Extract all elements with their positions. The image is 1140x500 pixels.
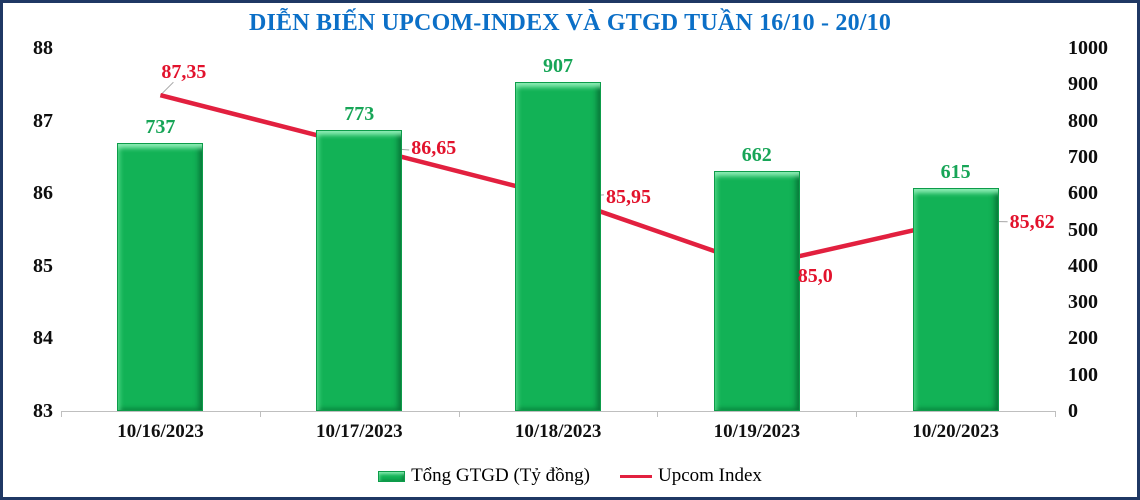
legend-item-upcom: Upcom Index xyxy=(619,465,762,487)
x-axis-tick xyxy=(259,411,261,417)
line-point-value-label: 87,35 xyxy=(161,61,207,84)
x-category-label: 10/17/2023 xyxy=(316,421,403,442)
leader-line xyxy=(160,81,174,96)
bar xyxy=(912,187,999,411)
line-point-value-label: 85,62 xyxy=(1009,210,1055,233)
x-axis-tick xyxy=(856,411,858,417)
line-point-value-label: 85,95 xyxy=(606,185,651,208)
right-axis-tick-label: 700 xyxy=(1068,145,1098,168)
chart-title: DIỄN BIẾN UPCOM-INDEX VÀ GTGD TUẦN 16/10… xyxy=(248,10,892,36)
x-category-label: 10/18/2023 xyxy=(514,421,602,442)
left-axis-tick-label: 87 xyxy=(33,109,53,132)
right-axis-tick-label: 500 xyxy=(1068,218,1098,241)
legend-bar-label: Tổng GTGD (Tỷ đồng) xyxy=(411,465,590,486)
bar xyxy=(316,130,403,411)
left-axis-tick-label: 86 xyxy=(33,182,53,205)
right-axis-tick-label: 600 xyxy=(1068,182,1098,205)
bar xyxy=(515,81,601,411)
bar-value-label: 662 xyxy=(741,143,772,166)
legend-line-swatch-icon xyxy=(619,474,652,478)
right-axis-tick-label: 0 xyxy=(1068,400,1078,422)
x-axis-tick xyxy=(61,411,62,417)
x-category-label: 10/20/2023 xyxy=(912,421,999,442)
bar xyxy=(117,143,204,411)
right-axis-tick-label: 100 xyxy=(1068,363,1098,386)
right-axis-tick-label: 300 xyxy=(1068,291,1098,314)
left-axis-tick-label: 85 xyxy=(33,254,53,277)
plot-area: 737 773 907 662 615 87,35 86,65 85,95 85,0 85,62 xyxy=(61,48,1055,411)
x-category-label: 10/16/2023 xyxy=(117,421,204,442)
bar-value-label: 907 xyxy=(543,54,573,77)
legend-bar-swatch-icon xyxy=(378,470,406,482)
bar-value-label: 615 xyxy=(940,160,971,183)
line-point-value-label: 86,65 xyxy=(411,137,457,159)
legend-item-gtgd: Tổng GTGD (Tỷ đồng) xyxy=(378,465,590,487)
x-category-label: 10/19/2023 xyxy=(713,421,801,442)
legend: Tổng GTGD (Tỷ đồng) Upcom Index xyxy=(3,465,1137,487)
right-axis-tick-label: 200 xyxy=(1068,327,1098,350)
left-axis-tick-label: 88 xyxy=(33,37,53,59)
bar xyxy=(713,170,800,411)
x-axis-tick xyxy=(458,411,460,417)
left-axis-tick-label: 83 xyxy=(33,400,53,422)
bar-value-label: 737 xyxy=(145,116,176,139)
x-axis-tick xyxy=(1055,411,1056,417)
right-axis-tick-label: 400 xyxy=(1068,254,1098,277)
left-axis-tick-label: 84 xyxy=(33,327,53,350)
line-point-value-label: 85,0 xyxy=(797,264,833,287)
right-axis-tick-label: 800 xyxy=(1068,109,1098,132)
bar-value-label: 773 xyxy=(344,103,375,126)
x-axis-tick xyxy=(657,411,659,417)
legend-line-label: Upcom Index xyxy=(657,465,762,486)
right-axis-tick-label: 1000 xyxy=(1068,37,1108,59)
x-axis-line xyxy=(61,411,1055,412)
right-axis-tick-label: 900 xyxy=(1068,73,1098,96)
